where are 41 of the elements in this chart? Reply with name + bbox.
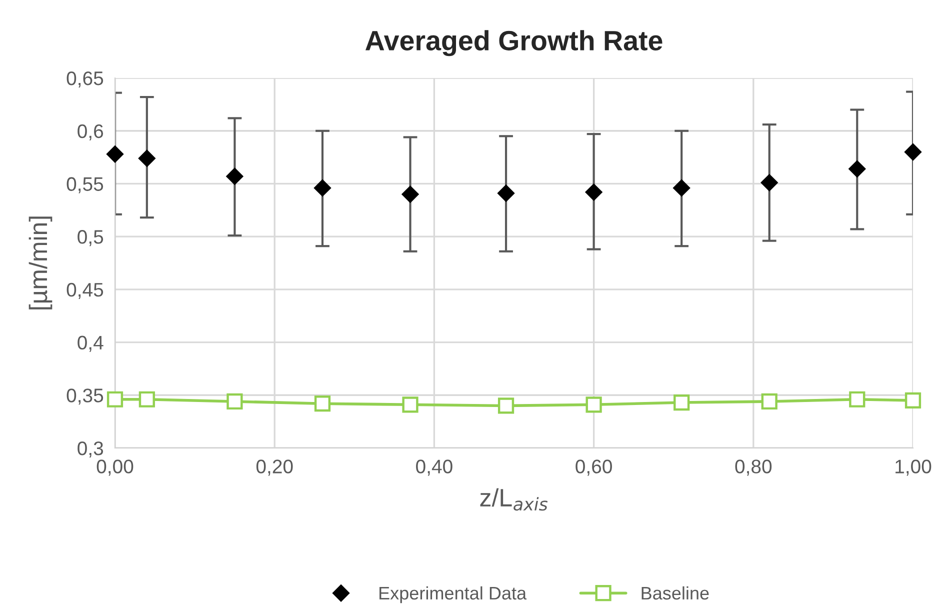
y-axis-title: [µm/min] [28, 216, 52, 310]
legend-label: Baseline [642, 586, 709, 600]
x-tick-label: 0,60 [576, 460, 612, 476]
point [586, 396, 602, 413]
point [585, 184, 602, 201]
x-tick-label: 0,20 [256, 460, 293, 476]
y-tick-label: 0,3 [78, 441, 104, 458]
point [402, 186, 419, 203]
point [402, 396, 418, 413]
point [138, 150, 156, 167]
y-tick-label: 0,4 [78, 336, 104, 352]
point [226, 393, 243, 410]
y-tick-label: 0,5 [78, 230, 104, 246]
point [673, 179, 690, 196]
x-tick-label: 0,40 [416, 460, 452, 476]
point [314, 179, 332, 196]
y-tick-label: 0,55 [66, 177, 104, 194]
point [674, 394, 690, 411]
point [497, 184, 515, 202]
point [106, 391, 124, 408]
point [138, 391, 155, 408]
point [849, 391, 866, 408]
point [761, 393, 778, 410]
legend-label: Experimental Data [380, 586, 527, 604]
point [106, 146, 124, 163]
chart-title: Averaged Growth Rate [365, 30, 662, 56]
point [498, 398, 514, 414]
point [904, 143, 922, 161]
y-tick-label: 0,35 [66, 388, 104, 405]
x-axis-title: z/L$_{axis}$ [480, 488, 548, 511]
y-tick-label: 0,65 [66, 71, 104, 88]
point [760, 174, 778, 192]
y-tick-label: 0,45 [66, 282, 104, 299]
x-tick-label: 0,80 [735, 460, 772, 476]
x-tick-label: 1,00 [896, 460, 932, 476]
point [904, 392, 922, 408]
point [226, 168, 244, 185]
x-tick-label: 0,00 [96, 460, 134, 476]
point [314, 396, 331, 412]
point [848, 160, 866, 178]
y-tick-label: 0,6 [78, 124, 104, 140]
